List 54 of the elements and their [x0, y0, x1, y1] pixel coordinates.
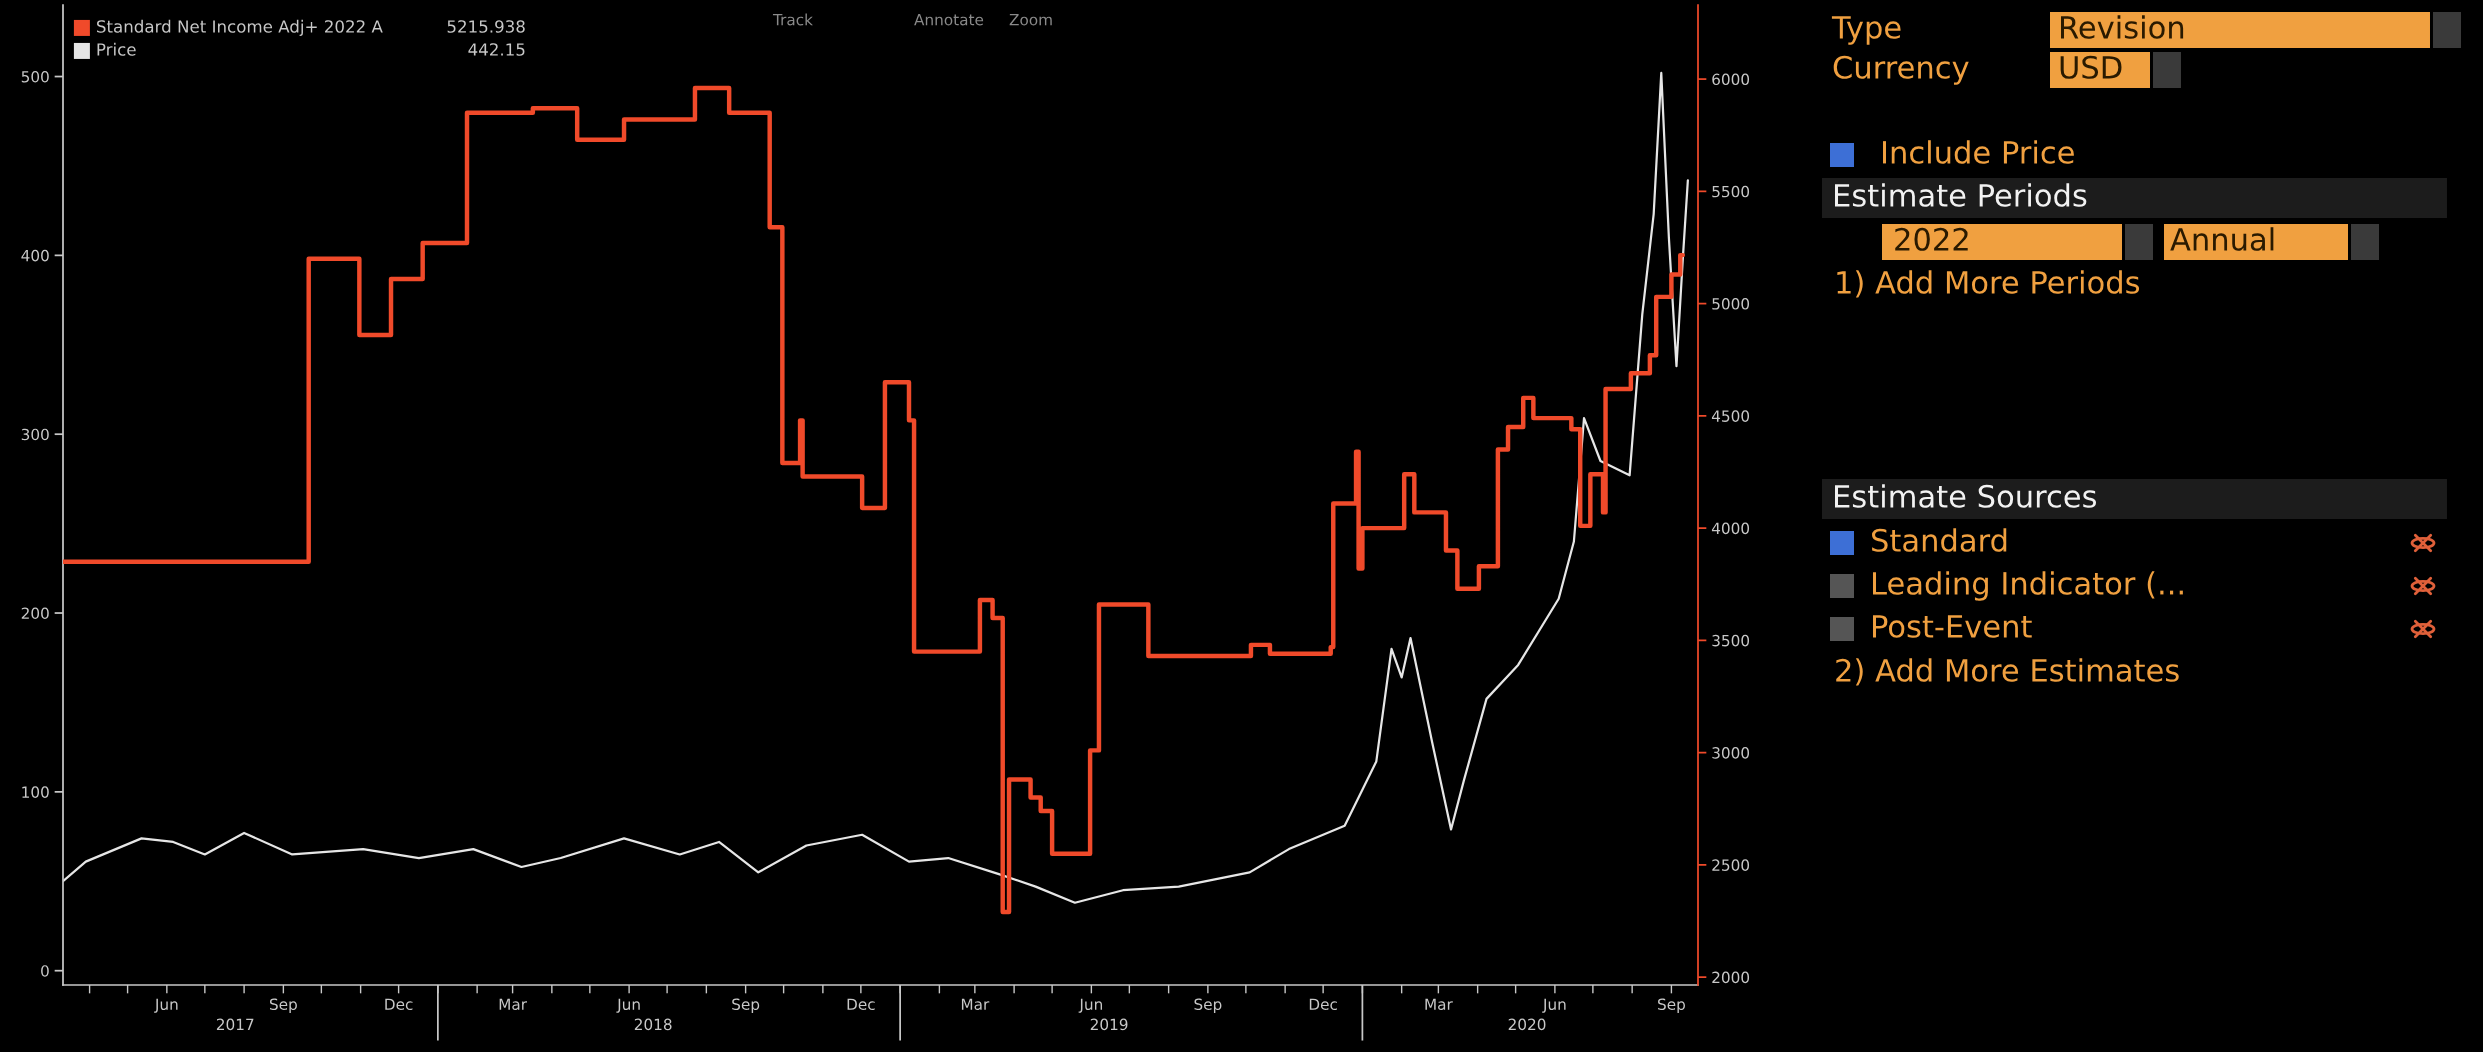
y2-tick-label: 4000	[1711, 522, 1750, 535]
text: Revision	[2061, 15, 2184, 39]
text: Type	[1831, 16, 1901, 45]
x-tick-label: Dec	[385, 998, 413, 1011]
x2-tick-label: 2018	[634, 1018, 672, 1031]
y2-tick-label: 6000	[1712, 73, 1750, 86]
text: Include Price	[1883, 140, 2074, 164]
text: USD	[2060, 55, 2122, 79]
legend-label: Price	[97, 42, 136, 56]
text: Standard	[1872, 528, 2007, 552]
annotation: Zoom	[1009, 14, 1052, 26]
text: 1) Add More Periods	[1837, 270, 2140, 298]
y-tick-label: 200	[21, 607, 49, 620]
text: Post-Event	[1873, 615, 2032, 638]
y-tick-label: 500	[21, 71, 49, 83]
legend-label: Standard Net Income Adj+ 2022 A	[97, 19, 383, 37]
y2-tick-label: 3500	[1712, 634, 1750, 647]
text: Estimate Sources	[1835, 484, 2097, 508]
x-tick-label: Mar	[961, 998, 990, 1011]
x-tick-label: Mar	[1425, 998, 1453, 1011]
annotation: Annotate	[914, 14, 984, 26]
y-tick-label: 300	[21, 428, 49, 441]
y2-tick-label: 2000	[1712, 971, 1750, 984]
x-tick-label: Sep	[1194, 998, 1222, 1013]
x-tick-label: Jun	[1542, 998, 1566, 1013]
x-tick-label: Sep	[1658, 998, 1685, 1013]
y2-tick-label: 5500	[1712, 185, 1750, 198]
text: 2022	[1895, 227, 1968, 251]
annotation: Track	[772, 13, 813, 26]
y-tick-label: 0	[41, 965, 49, 977]
x-tick-label: Dec	[847, 998, 875, 1011]
x-tick-label: Jun	[616, 998, 640, 1013]
y2-tick-label: 5000	[1712, 298, 1750, 310]
y2-tick-label: 3000	[1712, 747, 1750, 759]
x2-tick-label: 2020	[1508, 1018, 1546, 1031]
y-tick-label: 400	[21, 249, 49, 262]
annotation: 5215.938	[447, 20, 525, 33]
text: Estimate Periods	[1835, 183, 2087, 207]
annotation: 442.15	[468, 43, 525, 56]
x-tick-label: Jun	[1078, 998, 1102, 1013]
y2-tick-label: 4500	[1711, 410, 1750, 422]
x-tick-label: Jun	[154, 998, 178, 1013]
x-tick-label: Dec	[1309, 998, 1337, 1011]
text: Currency	[1833, 55, 1969, 85]
text: 2) Add More Estimates	[1836, 658, 2179, 686]
x-tick-label: Sep	[269, 998, 297, 1013]
x2-tick-label: 2017	[216, 1018, 254, 1031]
text: Annual	[2170, 227, 2274, 251]
x-tick-label: Sep	[732, 998, 760, 1013]
y-tick-label: 100	[22, 786, 49, 798]
x2-tick-label: 2019	[1090, 1018, 1128, 1031]
x-tick-label: Mar	[499, 998, 528, 1011]
text: Leading Indicator (...	[1873, 571, 2183, 601]
y2-tick-label: 2500	[1712, 859, 1750, 871]
